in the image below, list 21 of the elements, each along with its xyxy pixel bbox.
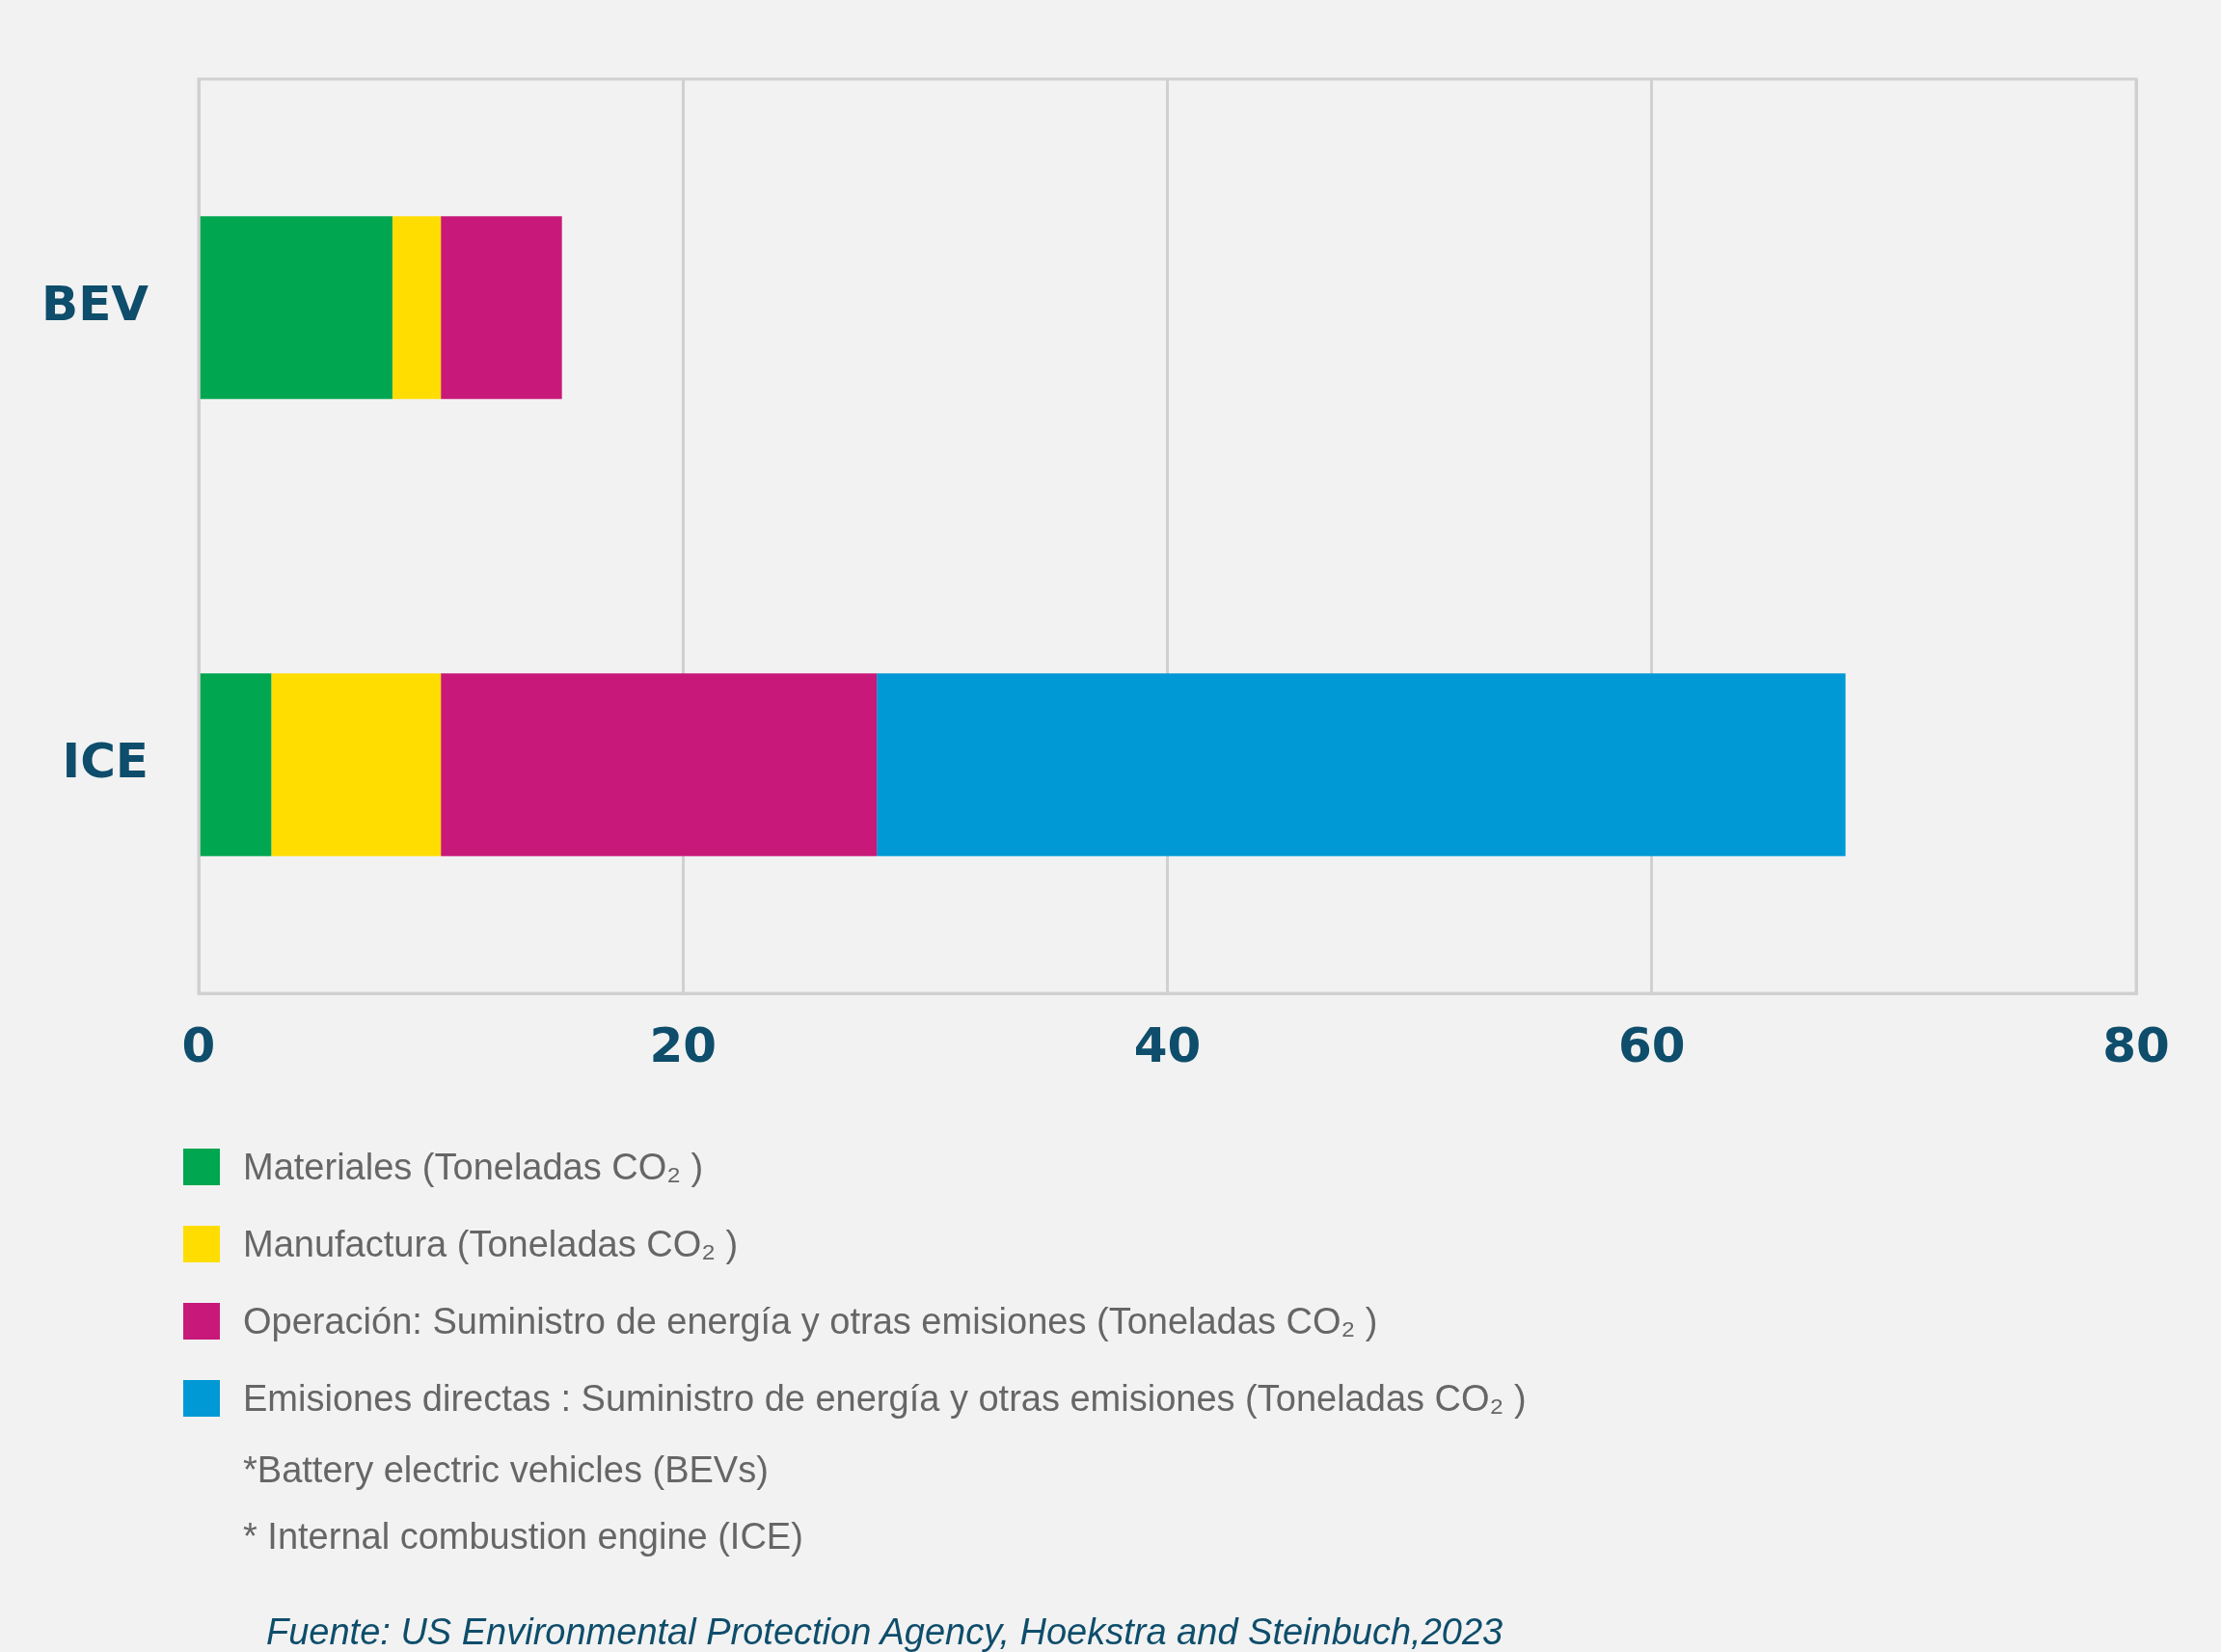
x-tick-label: 20 (649, 1016, 718, 1073)
bar (200, 673, 272, 856)
text: *Battery electric vehicles (BEVs) (243, 1449, 770, 1492)
bar (271, 673, 442, 856)
x-tick-label: 40 (1133, 1016, 1202, 1073)
bar (441, 673, 878, 856)
bar (392, 216, 442, 399)
bar (877, 673, 1846, 856)
bar (441, 216, 562, 399)
bar (200, 216, 393, 399)
legend-label: Manufactura (Toneladas CO₂ ) (243, 1223, 739, 1265)
legend-label: Materiales (Toneladas CO₂ ) (243, 1146, 704, 1188)
legend-label: Operación: Suministro de energía y otras emisiones (Toneladas CO₂ ) (243, 1300, 1378, 1342)
source-note: Fuente: US Environmental Protection Agency, Hoekstra and Steinbuch,2023 (266, 1611, 1503, 1652)
y-tick-label: BEV (41, 275, 149, 332)
legend-label: Emisiones directas : Suministro de energía y otras emisiones (Toneladas CO₂ ) (243, 1377, 1527, 1420)
x-tick-label: 80 (2102, 1016, 2170, 1073)
x-tick-label: 60 (1617, 1016, 1686, 1073)
y-tick-label: ICE (62, 732, 149, 789)
x-tick-label: 0 (181, 1016, 216, 1073)
text: * Internal combustion engine (ICE) (243, 1515, 804, 1558)
